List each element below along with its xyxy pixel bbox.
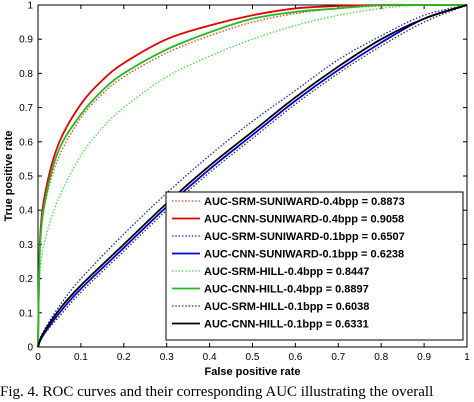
- series-line-4: [37, 4, 468, 348]
- roc-chart: 0 0.1 0.2 0.3 0.4 0.5 0.6 0.7 0.8 0.9 1 0 0.1 0.2 0.3…: [3, 1, 470, 379]
- x-tick-label: 0.1: [74, 352, 88, 363]
- x-tick-label: 0.8: [374, 352, 388, 363]
- legend-entry-8: AUC-CNN-HILL-0.1bpp = 0.6331: [204, 319, 369, 331]
- y-tick-label: 0.9: [19, 35, 33, 46]
- x-tick-label: 0.7: [331, 352, 345, 363]
- legend-entry-4: AUC-CNN-SUNIWARD-0.1bpp = 0.6238: [204, 249, 404, 261]
- y-tick-label: 0.4: [19, 206, 33, 217]
- x-tick-label: 0: [35, 352, 41, 363]
- legend: AUC-SRM-SUNIWARD-0.4bpp = 0.8873 AUC-CNN-…: [165, 191, 464, 341]
- legend-entry-7: AUC-SRM-HILL-0.1bpp = 0.6038: [204, 301, 369, 313]
- y-tick-label: 0.7: [19, 103, 33, 114]
- legend-entry-2: AUC-CNN-SUNIWARD-0.4bpp = 0.9058: [204, 214, 404, 226]
- figure-caption: Fig. 4. ROC curves and their correspondi…: [0, 384, 434, 400]
- legend-entry-1: AUC-SRM-SUNIWARD-0.4bpp = 0.8873: [204, 196, 405, 208]
- legend-entry-6: AUC-CNN-HILL-0.4bpp = 0.8897: [204, 284, 369, 296]
- y-tick-label: 0.8: [19, 69, 33, 80]
- y-tick-label: 1: [27, 1, 33, 12]
- x-axis-label: False positive rate: [205, 366, 301, 378]
- series-line-6: [37, 3, 467, 348]
- y-axis-label: True positive rate: [3, 130, 15, 221]
- x-tick-label: 0.3: [160, 352, 174, 363]
- legend-box: [165, 191, 464, 341]
- y-tick-label: 0.3: [19, 240, 33, 251]
- legend-entry-3: AUC-SRM-SUNIWARD-0.1bpp = 0.6507: [204, 231, 405, 243]
- series-line-5: [37, 4, 468, 348]
- legend-entry-5: AUC-SRM-HILL-0.4bpp = 0.8447: [204, 266, 369, 278]
- series-line-7: [37, 4, 468, 348]
- series-layer: [37, 3, 468, 348]
- series-line-8: [37, 4, 468, 348]
- x-tick-label: 0.5: [246, 352, 260, 363]
- x-tick-label: 0.4: [203, 352, 217, 363]
- x-tick-label: 0.6: [288, 352, 302, 363]
- y-tick-label: 0.6: [19, 137, 33, 148]
- x-tick-label: 0.2: [117, 352, 131, 363]
- y-tick-label: 0.2: [19, 274, 33, 285]
- y-tick-label: 0.5: [19, 172, 33, 183]
- x-tick-label: 1: [464, 352, 470, 363]
- y-axis-ticks: 0 0.1 0.2 0.3 0.4 0.5 0.6 0.7 0.8 0.9 1: [19, 1, 467, 354]
- y-tick-label: 0: [27, 343, 33, 354]
- series-line-3: [37, 4, 468, 348]
- x-axis-ticks: 0 0.1 0.2 0.3 0.4 0.5 0.6 0.7 0.8 0.9 1: [35, 5, 470, 363]
- x-tick-label: 0.9: [417, 352, 431, 363]
- y-tick-label: 0.1: [19, 308, 33, 319]
